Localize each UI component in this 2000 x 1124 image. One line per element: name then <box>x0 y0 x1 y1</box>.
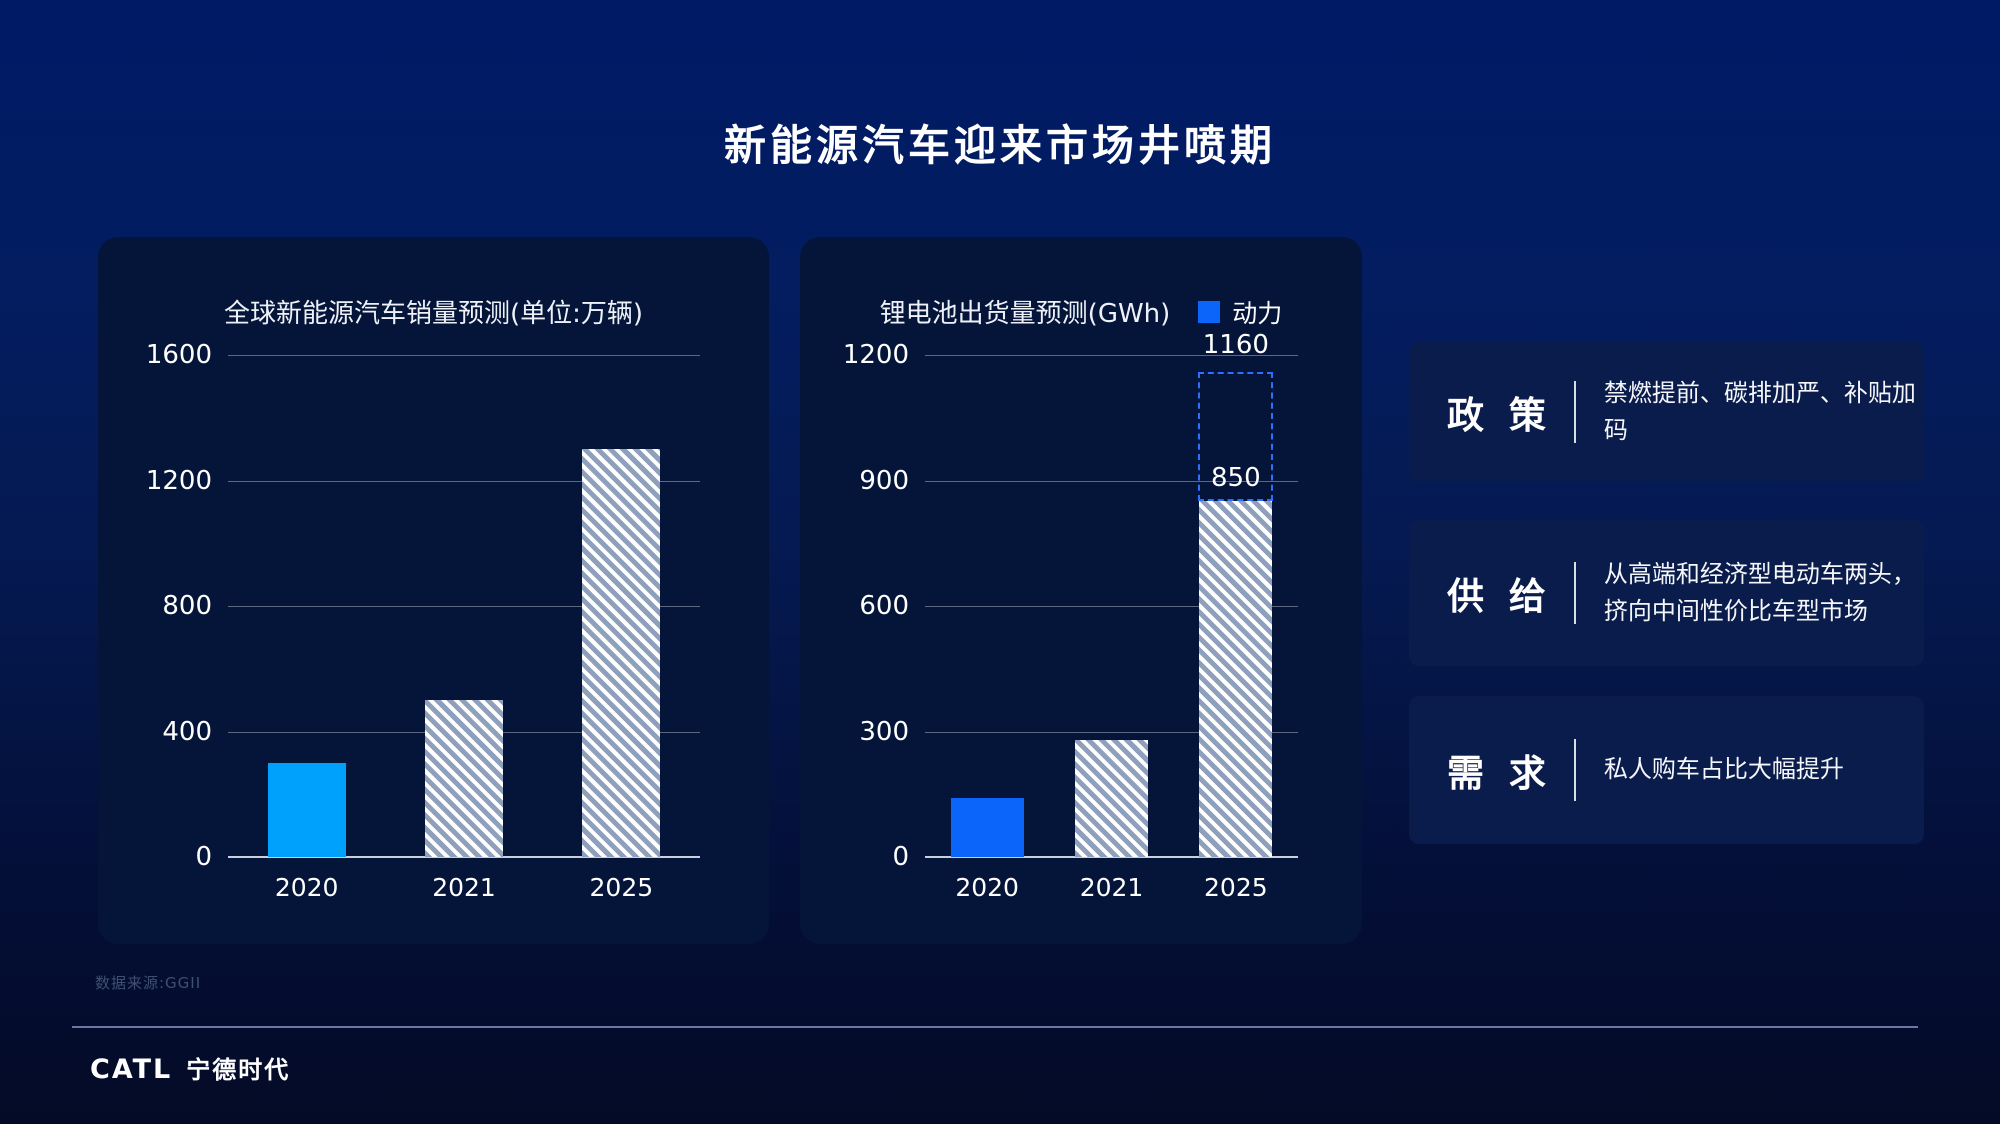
info-desc-supply: 从高端和经济型电动车两头， 挤向中间性价比车型市场 <box>1603 559 1916 625</box>
y-tick-label: 0 <box>195 842 212 872</box>
gridline <box>228 480 700 482</box>
gridline <box>925 606 1298 607</box>
vertical-divider <box>1573 739 1576 801</box>
chart-plot-battery-shipments: 0 300 600 900 1200 2020 2021 2025 1160 850 <box>800 237 1362 944</box>
y-tick-label: 1200 <box>842 340 909 370</box>
projection-dashed-box <box>1198 371 1274 502</box>
legend-label-power: 动力 <box>1232 298 1283 328</box>
info-panel-demand: 需 求 私人购车占比大幅提升 <box>1409 696 1924 844</box>
info-heading-policy: 政 策 <box>1447 394 1552 437</box>
y-tick-label: 600 <box>859 591 909 621</box>
chart-legend: 动力 <box>1198 294 1282 330</box>
x-label-2021: 2021 <box>432 873 496 902</box>
data-source-note: 数据来源:GGII <box>95 974 202 992</box>
catl-logo-latin: CATL <box>90 1054 173 1085</box>
footer-divider <box>72 1026 1918 1028</box>
bar-2021 <box>425 700 503 857</box>
y-tick-label: 1200 <box>145 465 212 496</box>
y-tick-label: 0 <box>892 842 909 872</box>
x-label-2021: 2021 <box>1079 873 1144 902</box>
bar-2025 <box>1199 501 1273 857</box>
x-label-2020: 2020 <box>955 873 1019 902</box>
info-panel-supply: 供 给 从高端和经济型电动车两头， 挤向中间性价比车型市场 <box>1409 520 1924 666</box>
y-tick-label: 1600 <box>145 340 212 370</box>
gridline <box>925 480 1298 482</box>
info-panel-policy: 政 策 禁燃提前、碳排加严、补贴加码 <box>1409 342 1924 482</box>
bar-2021 <box>1075 739 1148 857</box>
catl-logo: CATL 宁德时代 <box>90 1050 290 1085</box>
x-label-2020: 2020 <box>274 873 339 902</box>
y-tick-label: 400 <box>162 716 212 747</box>
bar-2020 <box>267 762 346 857</box>
chart-plot-nev-sales: 0 400 800 1200 1600 2020 2021 2025 <box>98 237 769 944</box>
x-label-2025: 2025 <box>589 873 654 902</box>
page-title: 新能源汽车迎来市场井喷期 <box>723 121 1276 170</box>
x-label-2025: 2025 <box>1204 873 1268 902</box>
chart-panel-nev-sales: 全球新能源汽车销量预测(单位:万辆) 0 400 800 1200 1600 2020 20… <box>98 237 769 944</box>
y-tick-label: 800 <box>162 591 212 621</box>
chart-header-nev-sales: 全球新能源汽车销量预测(单位:万辆) <box>98 293 769 330</box>
info-desc-demand: 私人购车占比大幅提升 <box>1603 755 1844 784</box>
x-axis-line <box>925 856 1298 858</box>
y-tick-label: 300 <box>859 716 909 747</box>
vertical-divider <box>1573 381 1576 443</box>
x-axis-line <box>228 856 700 858</box>
info-heading-demand: 需 求 <box>1447 752 1552 795</box>
bar-2025 <box>582 449 661 857</box>
vertical-divider <box>1573 562 1576 624</box>
total-value-label: 1160 <box>1202 329 1269 360</box>
info-desc-policy: 禁燃提前、碳排加严、补贴加码 <box>1603 378 1916 444</box>
catl-logo-chinese: 宁德时代 <box>186 1056 291 1084</box>
gridline <box>228 606 700 607</box>
gridline <box>925 731 1298 733</box>
gridline <box>228 355 700 356</box>
chart-title-battery-shipments: 锂电池出货量预测(GWh) <box>879 299 1171 329</box>
chart-header-battery-shipments: 锂电池出货量预测(GWh) 动力 <box>800 293 1362 330</box>
bar-2020 <box>950 798 1024 857</box>
info-heading-supply: 供 给 <box>1447 575 1552 618</box>
bar-value-label: 850 <box>1211 463 1261 494</box>
y-tick-label: 900 <box>859 465 909 496</box>
legend-swatch-icon <box>1198 300 1221 323</box>
chart-title-nev-sales: 全球新能源汽车销量预测(单位:万辆) <box>223 299 644 329</box>
gridline <box>925 355 1298 356</box>
chart-panel-battery-shipments: 锂电池出货量预测(GWh) 动力 0 300 600 900 1200 2020 2021 2… <box>800 237 1362 944</box>
